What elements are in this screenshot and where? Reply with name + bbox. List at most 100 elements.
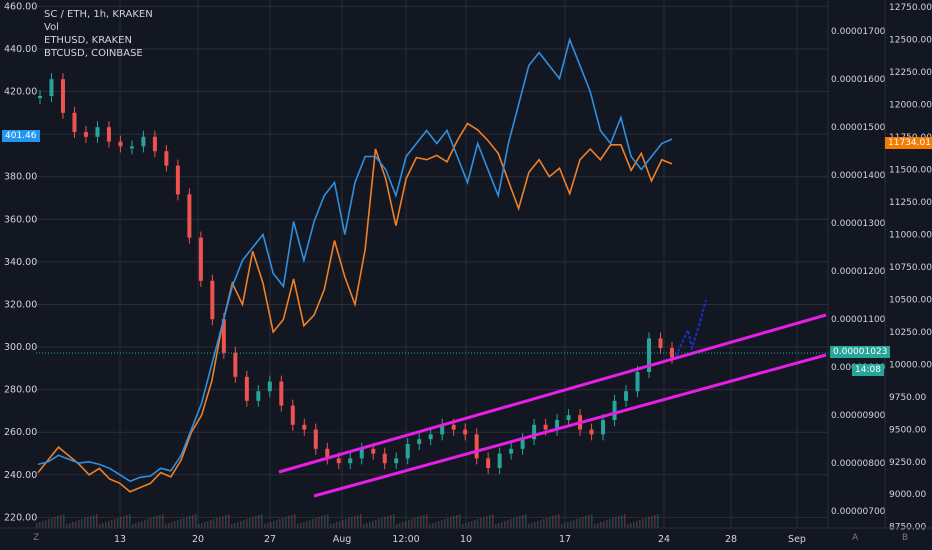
volume-bar bbox=[246, 519, 248, 528]
right-tick-label: 12000.00 bbox=[889, 101, 932, 111]
candle-body bbox=[601, 420, 606, 435]
mid-tick-label: 0.00001400 bbox=[831, 171, 886, 181]
volume-bar bbox=[522, 515, 524, 528]
volume-bar bbox=[102, 523, 104, 528]
volume-bar bbox=[360, 514, 362, 528]
volume-bar bbox=[429, 524, 431, 528]
volume-bar bbox=[534, 522, 536, 528]
volume-bar bbox=[57, 516, 59, 528]
right-tick-label: 10750.00 bbox=[889, 263, 932, 273]
volume-bar bbox=[201, 523, 203, 528]
candle-body bbox=[566, 415, 571, 420]
candle-body bbox=[210, 280, 215, 320]
volume-bar bbox=[390, 515, 392, 528]
candle-body bbox=[198, 237, 203, 281]
time-axis[interactable]: 13 20 27 Aug 12:00 10 17 24 28 Sep bbox=[0, 527, 932, 545]
left-tick-label: 220.00 bbox=[4, 512, 37, 523]
volume-bar bbox=[189, 516, 191, 528]
mid-price-axis[interactable]: 0.00001700 0.00001600 0.00001500 0.00001400… bbox=[827, 0, 886, 528]
series-line-btcusd bbox=[37, 37, 673, 483]
log-scale-button[interactable]: B bbox=[902, 533, 909, 543]
volume-bar bbox=[417, 517, 419, 528]
volume-bar bbox=[315, 518, 317, 528]
volume-bar bbox=[306, 521, 308, 528]
zigzag-projection[interactable] bbox=[675, 299, 707, 357]
candle-body bbox=[60, 79, 65, 113]
mid-tick-label: 0.00001700 bbox=[831, 27, 886, 37]
volume-bar bbox=[411, 519, 413, 528]
candle-body bbox=[658, 338, 663, 348]
volume-bar bbox=[648, 517, 650, 528]
volume-bar bbox=[621, 515, 623, 528]
candle-body bbox=[256, 391, 261, 401]
volume-bar bbox=[588, 515, 590, 528]
legend-volume[interactable]: Vol bbox=[44, 22, 59, 33]
volume-bar bbox=[60, 515, 62, 528]
volume-bar bbox=[39, 522, 41, 528]
volume-bar bbox=[600, 522, 602, 528]
volume-bar bbox=[249, 518, 251, 528]
volume-bar bbox=[207, 521, 209, 528]
candle-body bbox=[348, 458, 353, 464]
time-tick-label: 17 bbox=[559, 534, 571, 545]
legend-overlay-btcusd[interactable]: BTCUSD, COINBASE bbox=[44, 48, 143, 59]
auto-scale-button[interactable]: A bbox=[852, 533, 859, 543]
volume-bar bbox=[234, 523, 236, 528]
left-tick-label: 460.00 bbox=[4, 1, 37, 12]
volume-bar bbox=[516, 517, 518, 528]
volume-bar bbox=[483, 517, 485, 528]
volume-bar bbox=[336, 522, 338, 528]
channel-lower[interactable] bbox=[313, 353, 827, 498]
volume-bar bbox=[456, 515, 458, 528]
volume-bar bbox=[597, 523, 599, 528]
volume-bar bbox=[348, 518, 350, 528]
volume-bar bbox=[324, 515, 326, 528]
volume-bar bbox=[546, 518, 548, 528]
volume-bar bbox=[549, 517, 551, 528]
chart-legend: SC / ETH, 1h, KRAKEN Vol ETHUSD, KRAKEN … bbox=[44, 8, 153, 60]
legend-symbol[interactable]: SC / ETH, 1h, KRAKEN bbox=[44, 9, 153, 20]
left-tick-label: 300.00 bbox=[4, 342, 37, 353]
candle-body bbox=[187, 194, 192, 238]
left-tick-label: 280.00 bbox=[4, 385, 37, 396]
volume-bar bbox=[375, 520, 377, 528]
legend-overlay-ethusd[interactable]: ETHUSD, KRAKEN bbox=[44, 35, 132, 46]
volume-bar bbox=[654, 515, 656, 528]
mid-tick-label: 0.00001500 bbox=[831, 123, 886, 133]
volume-bar bbox=[504, 521, 506, 528]
left-tick-label: 240.00 bbox=[4, 470, 37, 481]
countdown-tag: 14:08 bbox=[852, 364, 884, 376]
volume-bar bbox=[576, 519, 578, 528]
right-tick-label: 10000.00 bbox=[889, 360, 932, 370]
volume-bar bbox=[480, 518, 482, 528]
volume-bar bbox=[387, 516, 389, 528]
volume-bar bbox=[399, 523, 401, 528]
volume-bar bbox=[84, 518, 86, 528]
volume-bar bbox=[408, 520, 410, 528]
volume-bar bbox=[381, 518, 383, 528]
candle-body bbox=[509, 448, 514, 454]
volume-bar bbox=[612, 518, 614, 528]
volume-bar bbox=[180, 519, 182, 528]
volume-bar bbox=[405, 521, 407, 528]
volume-bar bbox=[528, 524, 530, 528]
volume-bar bbox=[198, 524, 200, 528]
volume-bar bbox=[606, 520, 608, 528]
volume-bar bbox=[159, 515, 161, 528]
volume-bar bbox=[342, 520, 344, 528]
volume-bar bbox=[147, 519, 149, 528]
volume-bar bbox=[126, 515, 128, 528]
candle-body bbox=[371, 448, 376, 454]
volume-bar bbox=[579, 518, 581, 528]
timezone-button[interactable]: Z bbox=[33, 533, 40, 543]
volume-bar bbox=[303, 522, 305, 528]
volume-bar bbox=[474, 520, 476, 528]
volume-bar bbox=[186, 517, 188, 528]
volume-bar bbox=[594, 524, 596, 528]
volume-bar bbox=[240, 521, 242, 528]
channel-upper[interactable] bbox=[278, 313, 827, 474]
volume-bar bbox=[162, 514, 164, 528]
candle-body bbox=[486, 458, 491, 468]
volume-bar bbox=[273, 521, 275, 528]
